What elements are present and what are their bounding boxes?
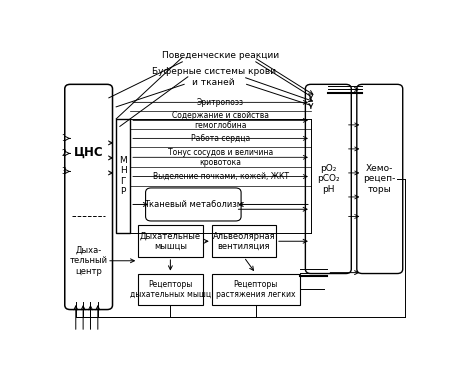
Text: 3: 3 — [61, 167, 66, 176]
Text: Хемо-
рецеп-
торы: Хемо- рецеп- торы — [364, 164, 396, 194]
Text: 1: 1 — [61, 134, 66, 143]
Text: Выделение почками, кожей, ЖКТ: Выделение почками, кожей, ЖКТ — [153, 172, 289, 181]
FancyBboxPatch shape — [65, 84, 112, 310]
Text: Рецепторы
дыхательных мышц: Рецепторы дыхательных мышц — [130, 280, 211, 299]
Text: Дыха-
тельный
центр: Дыха- тельный центр — [70, 246, 108, 276]
Text: М
Н
Г
Р: М Н Г Р — [119, 156, 127, 196]
Text: Поведенческие реакции: Поведенческие реакции — [162, 51, 280, 60]
Text: Дыхательные
мышцы: Дыхательные мышцы — [140, 232, 201, 251]
Text: Тканевый метаболизм: Тканевый метаболизм — [144, 200, 243, 209]
Text: Рецепторы
растяжения легких: Рецепторы растяжения легких — [216, 280, 295, 299]
Text: Буферные системы крови
и тканей: Буферные системы крови и тканей — [152, 67, 275, 87]
Text: Эритропоэз: Эритропоэз — [197, 98, 244, 107]
Text: Содержание и свойства
гемоглобина: Содержание и свойства гемоглобина — [172, 111, 269, 130]
Bar — [212, 273, 300, 305]
Bar — [116, 119, 130, 233]
FancyBboxPatch shape — [146, 188, 241, 221]
Text: Тонус сосудов и величина
кровотока: Тонус сосудов и величина кровотока — [168, 147, 273, 167]
FancyBboxPatch shape — [357, 84, 403, 273]
Text: Альвеолярная
вентиляция: Альвеолярная вентиляция — [212, 232, 275, 251]
Text: ЦНС: ЦНС — [74, 146, 103, 159]
Bar — [212, 225, 276, 257]
FancyBboxPatch shape — [305, 84, 351, 273]
Text: 2: 2 — [61, 149, 66, 158]
Text: pO₂
pCO₂
pH: pO₂ pCO₂ pH — [317, 164, 340, 194]
Text: Работа сердца: Работа сердца — [191, 134, 250, 143]
Bar — [138, 273, 202, 305]
Bar — [138, 225, 202, 257]
